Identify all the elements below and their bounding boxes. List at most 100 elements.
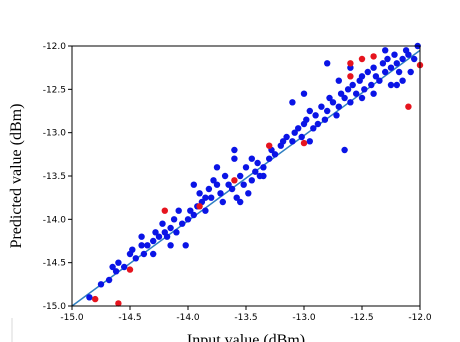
data-point-blue — [306, 138, 313, 145]
data-point-red — [161, 207, 168, 214]
data-point-blue — [303, 116, 310, 123]
y-tick-label: -15.0 — [43, 302, 67, 312]
data-point-blue — [376, 77, 383, 84]
data-point-blue — [364, 68, 371, 76]
data-point-blue — [190, 181, 197, 188]
data-point-blue — [395, 68, 403, 76]
data-point-blue — [213, 181, 221, 188]
data-point-blue — [242, 164, 250, 171]
data-point-blue — [167, 242, 174, 249]
data-point-blue — [150, 250, 157, 258]
ticks-layer: -15.0 -14.5 -14.0 -13.5 -13.0 -12.5 -12.0 -15.0… — [43, 42, 432, 323]
data-point-red — [231, 177, 238, 184]
x-tick-label: -13.5 — [234, 313, 257, 323]
data-point-blue — [260, 164, 267, 171]
data-point-blue — [109, 263, 116, 271]
data-point-blue — [225, 181, 232, 188]
data-point-blue — [228, 185, 236, 193]
data-point-red — [405, 103, 412, 110]
y-tick-label: -14.0 — [43, 215, 67, 225]
data-point-blue — [407, 68, 414, 76]
x-tick-label: -12.5 — [350, 313, 373, 323]
data-point-blue — [105, 276, 113, 284]
data-point-blue — [132, 255, 139, 262]
data-point-blue — [240, 181, 247, 188]
data-point-blue — [97, 281, 105, 288]
data-point-blue — [152, 229, 159, 236]
data-point-blue — [271, 151, 279, 158]
data-point-blue — [399, 77, 406, 84]
data-point-blue — [391, 51, 398, 58]
data-point-blue — [405, 51, 412, 58]
data-point-blue — [300, 90, 308, 97]
y-tick-label: -12.5 — [43, 85, 66, 95]
data-point-blue — [358, 94, 366, 102]
data-point-blue — [341, 146, 348, 154]
fit-line-layer — [71, 49, 421, 307]
data-point-blue — [295, 125, 302, 132]
data-point-blue — [382, 68, 389, 76]
data-point-blue — [202, 194, 209, 201]
data-point-blue — [399, 55, 406, 63]
data-point-blue — [138, 242, 145, 249]
data-point-blue — [368, 81, 375, 89]
y-tick-label: -13.0 — [43, 129, 67, 139]
x-tick-label: -15.0 — [60, 313, 84, 323]
data-point-blue — [173, 229, 180, 236]
data-point-blue — [233, 194, 240, 201]
data-point-blue — [393, 60, 400, 67]
data-point-blue — [324, 107, 331, 115]
data-point-blue — [289, 138, 296, 145]
data-point-blue — [237, 198, 244, 206]
data-point-blue — [231, 155, 238, 162]
y-tick-label: -14.5 — [43, 259, 66, 269]
data-point-blue — [182, 242, 189, 249]
data-point-blue — [324, 60, 331, 67]
data-point-blue — [370, 90, 377, 97]
data-point-blue — [347, 99, 354, 106]
data-point-blue — [167, 224, 174, 232]
data-point-blue — [335, 103, 342, 110]
data-point-blue — [382, 47, 389, 54]
data-point-blue — [221, 172, 229, 180]
data-point-blue — [115, 259, 122, 266]
y-axis-label: Predicted value (dBm) — [8, 104, 25, 249]
data-point-blue — [175, 207, 182, 214]
data-point-blue — [387, 81, 395, 89]
data-point-red — [92, 295, 99, 303]
data-point-blue — [245, 190, 252, 197]
data-point-blue — [213, 164, 221, 171]
data-point-blue — [312, 112, 319, 119]
x-tick-label: -12.0 — [408, 313, 432, 323]
data-point-blue — [190, 211, 197, 219]
data-point-blue — [210, 177, 217, 184]
points-layer — [86, 42, 424, 307]
data-point-blue — [248, 155, 255, 162]
x-tick-label: -13.0 — [292, 313, 316, 323]
data-point-blue — [358, 73, 366, 80]
x-axis-label: Input value (dBm) — [187, 332, 305, 342]
data-point-blue — [387, 64, 395, 71]
data-point-blue — [138, 233, 145, 240]
data-point-blue — [349, 81, 356, 89]
data-point-blue — [353, 90, 360, 97]
data-point-blue — [329, 99, 337, 106]
y-tick-label: -13.5 — [43, 172, 66, 182]
data-point-blue — [335, 77, 342, 84]
data-point-blue — [140, 250, 148, 258]
data-point-blue — [379, 60, 387, 67]
data-point-blue — [333, 112, 340, 119]
data-point-blue — [279, 138, 287, 145]
data-point-blue — [187, 207, 194, 214]
data-point-blue — [411, 55, 418, 63]
data-point-blue — [310, 125, 317, 132]
data-point-blue — [150, 237, 157, 245]
data-point-blue — [202, 207, 209, 214]
data-point-blue — [347, 64, 354, 71]
data-point-red — [370, 53, 377, 60]
data-point-red — [300, 139, 308, 147]
data-point-red — [266, 142, 273, 149]
data-point-blue — [266, 155, 273, 162]
data-point-blue — [208, 194, 215, 201]
